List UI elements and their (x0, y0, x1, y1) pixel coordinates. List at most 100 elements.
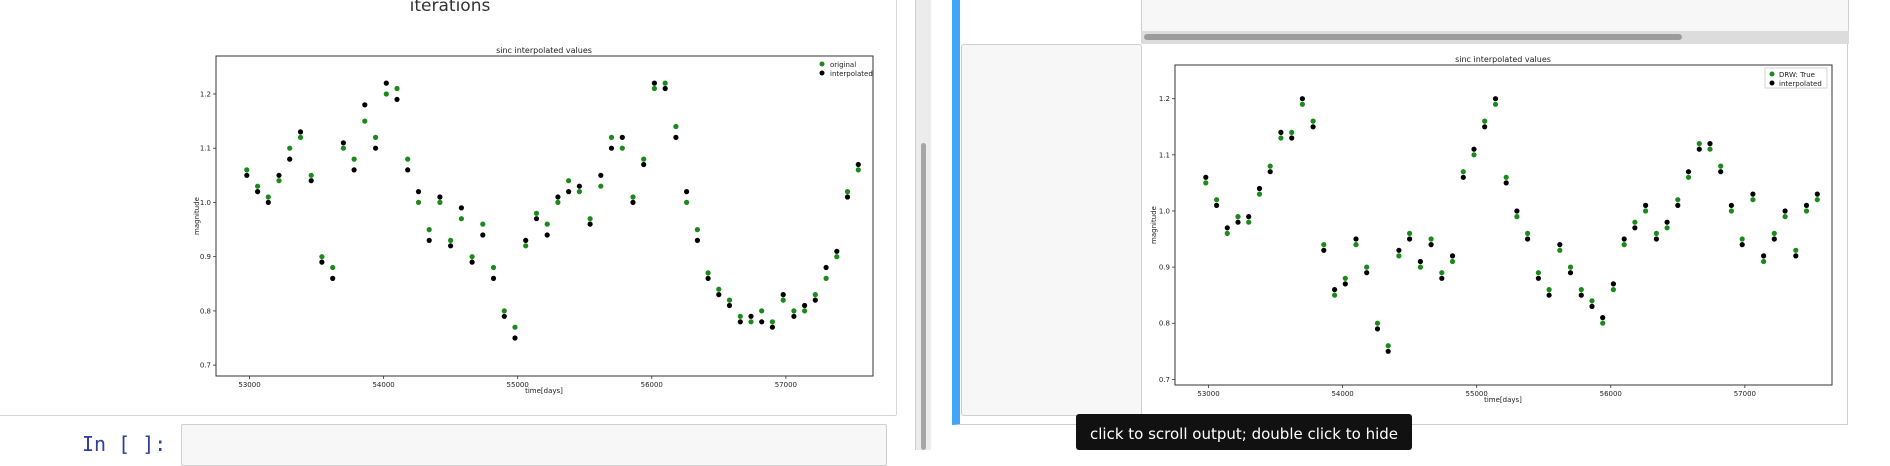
original-point (1374, 320, 1381, 326)
interpolated-point (1332, 287, 1338, 293)
original-point (480, 221, 486, 227)
interpolated-point (1535, 275, 1541, 281)
interpolated-point (726, 302, 733, 309)
interpolated-point (780, 292, 786, 298)
code-input-cell[interactable] (181, 424, 887, 466)
original-point (1589, 298, 1595, 304)
interpolated-point (1739, 242, 1745, 248)
interpolated-point (1289, 135, 1295, 141)
original-point (662, 80, 668, 86)
interpolated-point (1407, 236, 1413, 242)
original-point (458, 216, 464, 222)
original-point (244, 167, 250, 173)
interpolated-point (802, 302, 808, 309)
interpolated-point (1396, 247, 1402, 253)
original-point (1471, 152, 1477, 158)
original-point (705, 270, 711, 276)
interpolated-point (1471, 146, 1477, 152)
x-tick-label: 53000 (1197, 390, 1219, 398)
original-point (566, 178, 572, 184)
chart-legend: original interpolated (819, 61, 873, 78)
original-point (287, 145, 293, 151)
interpolated-point (576, 183, 583, 189)
interpolated-point (684, 189, 690, 195)
interpolated-point (555, 194, 561, 200)
original-point (844, 189, 851, 195)
x-tick-label: 55000 (507, 381, 529, 389)
interpolated-point (437, 194, 443, 200)
original-point (694, 227, 701, 233)
scrolled-output-area[interactable] (1141, 0, 1849, 32)
original-point (1460, 169, 1466, 175)
x-tick-label: 53000 (238, 381, 260, 389)
interpolated-point (1621, 236, 1627, 242)
original-point (1685, 174, 1692, 180)
interpolated-point (608, 145, 615, 151)
interpolated-point (1750, 191, 1756, 197)
original-point (1696, 141, 1702, 147)
original-point (340, 145, 346, 151)
original-point (512, 324, 518, 330)
original-point (1385, 343, 1391, 349)
interpolated-point (1793, 253, 1799, 259)
interpolated-point (1557, 242, 1563, 248)
x-tick-label: 55000 (1466, 390, 1488, 398)
original-point (1417, 264, 1423, 270)
original-point (576, 189, 583, 195)
original-point (1364, 264, 1370, 270)
original-point (812, 292, 818, 298)
interpolated-point (673, 134, 679, 140)
output-prompt-area[interactable] (961, 44, 1142, 416)
section-title: iterations (409, 0, 491, 16)
interpolated-point (1428, 242, 1434, 248)
interpolated-point (1482, 124, 1488, 130)
scatter-points (244, 80, 861, 341)
interpolated-point (1364, 270, 1370, 276)
interpolated-point (1707, 141, 1713, 147)
interpolated-point (1643, 202, 1649, 208)
interpolated-point (1567, 270, 1574, 276)
interpolated-point (759, 319, 765, 325)
interpolated-point (1310, 124, 1316, 130)
y-tick-label: 1.0 (200, 199, 211, 207)
interpolated-point (1685, 169, 1692, 175)
original-point (533, 210, 540, 216)
legend-label-original: original (830, 61, 856, 69)
interpolated-point (330, 275, 336, 281)
interpolated-point (1417, 258, 1423, 265)
legend-label-interpolated: interpolated (1779, 80, 1822, 88)
interpolated-point (1374, 326, 1381, 332)
original-point (1782, 214, 1788, 220)
original-point (1407, 230, 1413, 236)
interpolated-point (373, 145, 379, 151)
interpolated-point (598, 172, 604, 178)
interpolated-point (662, 85, 668, 92)
plot-frame (1174, 64, 1833, 386)
original-point (501, 308, 507, 314)
interpolated-point (297, 129, 304, 135)
original-point (1728, 208, 1734, 214)
interpolated-point (319, 259, 325, 265)
interpolated-point (737, 319, 743, 325)
interpolated-point (1578, 292, 1584, 298)
interpolated-point (1246, 214, 1252, 220)
interpolated-point (705, 275, 711, 281)
original-point (1567, 264, 1574, 270)
horizontal-scrollbar-thumb[interactable] (1144, 34, 1682, 40)
interpolated-point (1449, 253, 1456, 259)
original-point (437, 199, 443, 205)
original-point (255, 183, 261, 189)
interpolated-point (544, 232, 550, 238)
legend-label-interpolated: interpolated (830, 70, 873, 78)
legend-marker-original (819, 61, 825, 67)
interpolated-point (1214, 202, 1220, 208)
interpolated-point (426, 237, 432, 243)
original-point (383, 91, 389, 97)
original-point (1814, 197, 1820, 203)
vertical-scrollbar-thumb[interactable] (921, 143, 926, 450)
original-point (1546, 287, 1552, 293)
original-point (1428, 236, 1434, 242)
original-point (1278, 135, 1284, 141)
y-tick-label: 0.9 (1159, 264, 1170, 272)
original-point (1610, 287, 1616, 293)
